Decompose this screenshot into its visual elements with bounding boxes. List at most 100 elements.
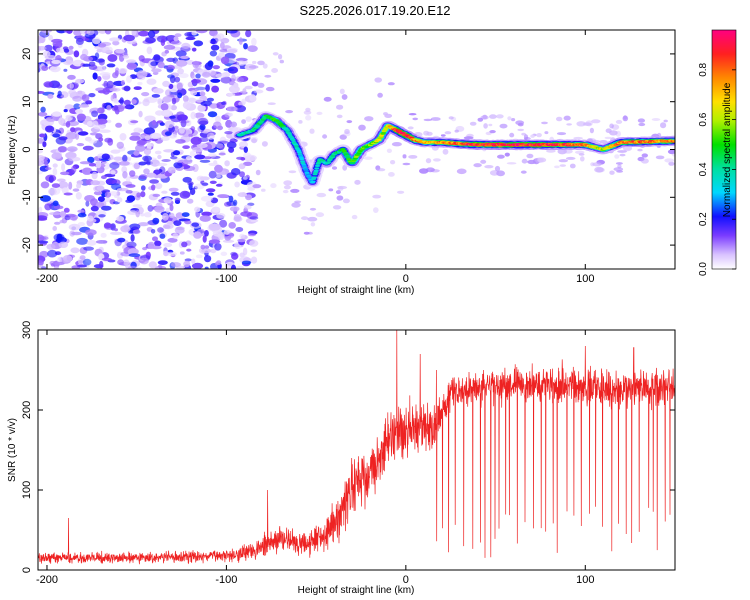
spectrogram-noise-blob	[195, 30, 208, 34]
spectrogram-noise-blob	[95, 240, 108, 244]
spectrogram-noise-blob	[57, 90, 62, 97]
spectrogram-noise-blob	[72, 95, 83, 102]
spectrogram-ridge-cell	[290, 138, 296, 142]
spectrogram-noise-blob	[233, 82, 239, 89]
spectrogram-noise-blob	[92, 72, 98, 80]
snr-x-label: Height of straight line (km)	[298, 585, 415, 596]
spectrogram-noise-blob	[244, 85, 253, 90]
spectrogram-noise-blob	[136, 139, 147, 146]
spectrogram-ridge-cell	[315, 164, 320, 167]
spectrogram-noise-blob	[175, 139, 186, 144]
spectrogram-noise-blob	[243, 176, 248, 180]
spectrogram-noise-blob	[397, 190, 405, 194]
colorbar-tick-label: 0.4	[698, 162, 709, 176]
spectrogram-noise-blob	[144, 115, 156, 122]
spectrogram-noise-blob	[138, 110, 143, 118]
spectrogram-noise-blob	[176, 82, 183, 91]
spectrogram-noise-blob	[517, 122, 524, 127]
spectrogram-noise-blob	[58, 117, 65, 125]
spectrogram-noise-blob	[215, 231, 226, 238]
spectrogram-noise-blob	[79, 161, 91, 165]
spectrogram-noise-blob	[305, 107, 311, 112]
spectrogram-noise-blob	[208, 223, 221, 231]
spectrogram-noise-blob	[61, 163, 66, 172]
spectrogram-noise-blob	[112, 98, 118, 102]
spectrogram-noise-blob	[183, 260, 191, 268]
spectrogram-noise-blob	[99, 260, 104, 269]
spectrogram-noise-blob	[106, 80, 114, 89]
spectrogram-noise-blob	[217, 140, 229, 144]
spectrogram-noise-blob	[202, 235, 207, 243]
spectrogram-noise-blob	[544, 131, 549, 135]
spectrogram-noise-blob	[133, 150, 140, 156]
spectrogram-noise-blob	[221, 101, 226, 106]
spectrogram-noise-blob	[226, 30, 238, 34]
spectrogram-noise-blob	[220, 251, 228, 256]
spectrogram-noise-blob	[194, 112, 205, 119]
spectrogram-noise-blob	[88, 64, 98, 70]
spectrogram-noise-blob	[163, 197, 172, 204]
spectrogram-noise-blob	[116, 141, 125, 149]
spectrogram-noise-blob	[164, 120, 175, 129]
spectrogram-noise-blob	[125, 184, 136, 188]
spectrogram-noise-blob	[197, 117, 209, 126]
spectrogram-noise-blob	[195, 86, 206, 92]
spectrogram-noise-blob	[507, 116, 512, 121]
spectrogram-noise-blob	[536, 133, 542, 138]
spectrogram-ridge-cell	[304, 171, 310, 174]
spectrogram-noise-blob	[151, 119, 157, 126]
spectrogram-noise-blob	[202, 71, 211, 78]
spectrogram-noise-blob	[253, 89, 264, 94]
spectrogram-noise-blob	[71, 231, 82, 236]
spectrogram-noise-blob	[85, 200, 90, 207]
spectrogram-noise-blob	[191, 79, 201, 84]
spectrogram-noise-blob	[104, 191, 112, 198]
spectrogram-noise-blob	[354, 179, 361, 185]
spectrogram-noise-blob	[73, 50, 80, 58]
spectrogram-noise-blob	[309, 128, 315, 134]
spectrogram-noise-blob	[38, 240, 49, 244]
spectrogram-noise-blob	[96, 185, 105, 191]
spectrogram-noise-blob	[216, 213, 226, 219]
spectrogram-noise-blob	[154, 205, 165, 213]
snr-x-tick-label: -100	[215, 574, 237, 586]
spectrogram-noise-blob	[149, 179, 160, 184]
spectrogram-noise-blob	[240, 211, 253, 217]
spectrogram-noise-blob	[283, 180, 293, 186]
spectrogram-noise-blob	[59, 211, 67, 217]
spectrogram-noise-blob	[199, 124, 206, 131]
spectrogram-noise-blob	[199, 176, 210, 181]
spectrogram-noise-blob	[223, 68, 235, 72]
spectrogram-noise-blob	[192, 146, 204, 153]
spectrogram-noise-blob	[235, 57, 248, 62]
spectrogram-noise-blob	[113, 104, 119, 111]
spectrogram-noise-blob	[177, 68, 185, 75]
spectrogram-noise-blob	[252, 184, 262, 189]
spectrogram-noise-blob	[556, 132, 567, 136]
spectrogram-noise-blob	[136, 192, 141, 198]
spectrogram-noise-blob	[185, 156, 192, 161]
spectrogram-noise-blob	[249, 216, 259, 220]
spectrogram-noise-blob	[337, 185, 348, 190]
spectrogram-noise-blob	[139, 257, 149, 265]
spectrogram-noise-blob	[517, 128, 524, 132]
spectrogram-noise-blob	[454, 129, 459, 133]
spectrogram-noise-blob	[262, 63, 268, 69]
spectrogram-noise-blob	[39, 133, 46, 138]
spectrogram-noise-blob	[52, 133, 61, 138]
spectrogram-noise-blob	[131, 30, 137, 36]
spectrogram-noise-blob	[161, 190, 168, 194]
spectrogram-noise-blob	[563, 149, 573, 154]
spectrogram-noise-blob	[283, 185, 291, 190]
spectrogram-noise-blob	[106, 119, 112, 124]
spectrogram-noise-blob	[599, 140, 608, 144]
spectrogram-noise-blob	[127, 210, 138, 216]
spectrogram-noise-blob	[38, 35, 45, 44]
spectrogram-noise-blob	[38, 259, 44, 266]
spectrogram-noise-blob	[104, 30, 112, 35]
spectrogram-noise-blob	[238, 37, 243, 45]
spectrogram-y-tick-label: -10	[21, 189, 33, 205]
spectrogram-noise-blob	[165, 207, 170, 213]
spectrogram-noise-blob	[48, 188, 57, 196]
spectrogram-y-label: Frequency (Hz)	[7, 116, 18, 185]
